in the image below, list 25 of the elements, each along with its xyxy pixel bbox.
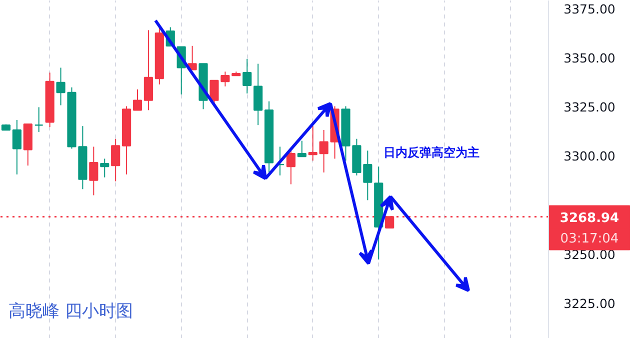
y-tick-label: 3375.00 xyxy=(564,1,616,16)
ref-line-label: 3268.94 xyxy=(560,210,620,226)
y-tick-label: 3350.00 xyxy=(564,50,616,66)
candlestick xyxy=(56,67,66,106)
text: 03:17:04 xyxy=(560,231,619,246)
y-tick-label: 3325.00 xyxy=(564,100,616,115)
candlestick xyxy=(385,216,394,228)
y-tick-label: 3300.00 xyxy=(564,148,616,164)
candlestick xyxy=(132,88,142,111)
candlestick xyxy=(12,119,22,175)
candlestick xyxy=(242,58,252,94)
candlestick xyxy=(363,150,372,201)
annotation: 日内反弹高空为主 xyxy=(384,146,480,160)
candlestick xyxy=(34,106,44,132)
candlestick xyxy=(286,148,296,185)
y-tick-label: 3225.00 xyxy=(564,296,616,312)
candlestick xyxy=(297,140,306,158)
candlestick xyxy=(308,126,318,162)
candlestick xyxy=(144,30,154,111)
candlestick xyxy=(89,146,98,196)
candlestick xyxy=(100,158,110,178)
candlestick xyxy=(111,138,120,182)
candlestick xyxy=(254,63,263,126)
text: 高晓峰 四小时图 xyxy=(8,302,133,322)
y-tick-label: 3250.00 xyxy=(564,247,616,262)
